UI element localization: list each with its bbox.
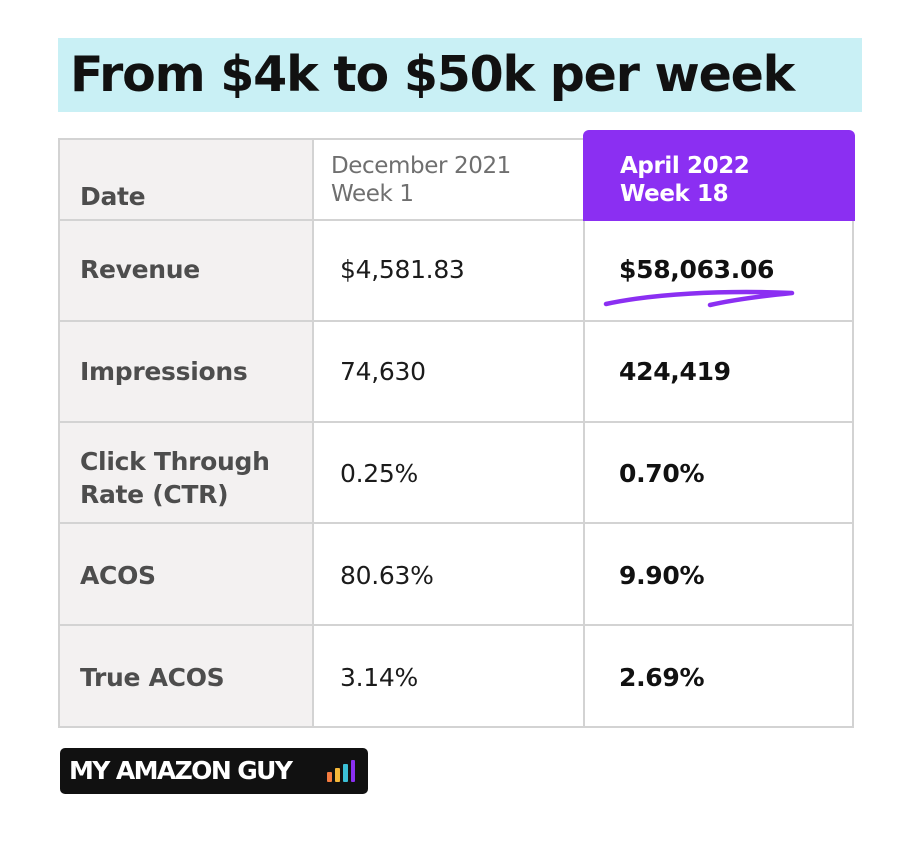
brand-bar-3 xyxy=(343,764,348,782)
row-divider xyxy=(58,522,854,524)
column-divider xyxy=(312,138,314,728)
row-label-ctr: Click Through Rate (CTR) xyxy=(80,447,270,509)
ctr-before-value: 0.25% xyxy=(340,459,418,488)
brand-name: MY AMAZON GUY xyxy=(69,756,293,785)
brand-bar-2 xyxy=(335,768,340,782)
column-header-line2: Week 18 xyxy=(620,181,729,207)
column-header-line1: December 2021 xyxy=(331,153,511,179)
highlighted-column-header xyxy=(583,130,855,221)
date-header-label: Date xyxy=(80,182,146,211)
page-title: From $4k to $50k per week xyxy=(70,46,795,103)
impressions-after-value: 424,419 xyxy=(619,357,731,386)
revenue-after-value: $58,063.06 xyxy=(619,255,775,284)
row-divider xyxy=(58,320,854,322)
row-divider xyxy=(58,219,854,221)
underline-scribble xyxy=(603,289,795,308)
column-header-line2: Week 1 xyxy=(331,181,414,207)
column-header-april-2022: April 2022 Week 18 xyxy=(620,152,750,208)
revenue-before-value: $4,581.83 xyxy=(340,255,465,284)
acos-before-value: 80.63% xyxy=(340,561,434,590)
true-acos-before-value: 3.14% xyxy=(340,663,418,692)
row-divider xyxy=(58,421,854,423)
row-label-impressions: Impressions xyxy=(80,357,248,386)
impressions-before-value: 74,630 xyxy=(340,357,426,386)
ctr-after-value: 0.70% xyxy=(619,459,705,488)
column-header-december-2021: December 2021 Week 1 xyxy=(331,152,511,208)
row-label-true-acos: True ACOS xyxy=(80,663,225,692)
row-label-revenue: Revenue xyxy=(80,255,200,284)
row-divider xyxy=(58,624,854,626)
column-divider xyxy=(583,138,585,728)
brand-badge xyxy=(60,748,368,794)
label-column-background xyxy=(60,140,312,726)
brand-bar-1 xyxy=(327,772,332,782)
title-highlight xyxy=(58,38,862,112)
brand-bar-4 xyxy=(351,760,355,782)
bar-chart-icon xyxy=(327,760,355,782)
column-header-line1: April 2022 xyxy=(620,153,750,179)
acos-after-value: 9.90% xyxy=(619,561,705,590)
row-label-acos: ACOS xyxy=(80,561,156,590)
true-acos-after-value: 2.69% xyxy=(619,663,705,692)
